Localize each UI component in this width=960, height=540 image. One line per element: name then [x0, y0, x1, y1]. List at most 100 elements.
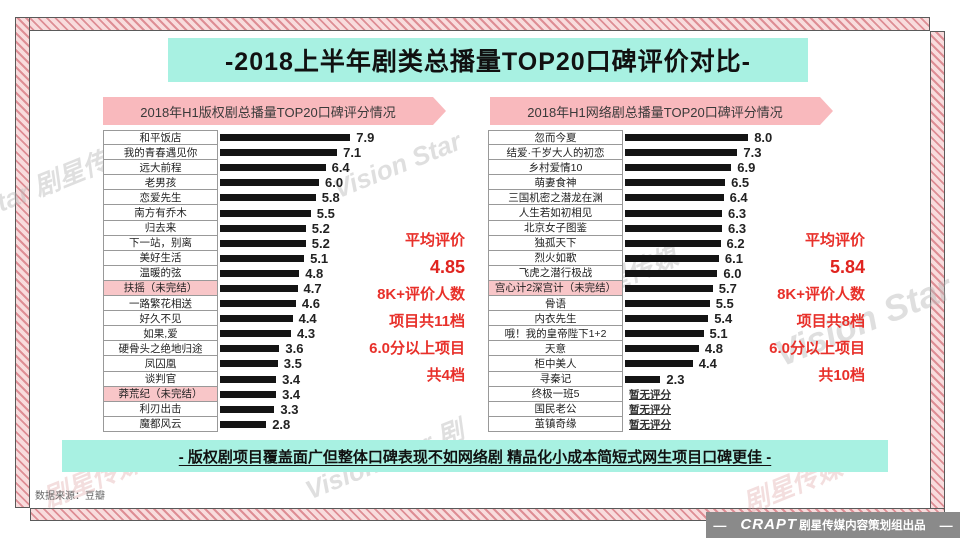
right-chart-banner: 2018年H1网络剧总播量TOP20口碑评分情况	[490, 97, 833, 125]
drama-title-cell: 归去来	[103, 220, 218, 236]
drama-title-cell: 独孤天下	[488, 235, 623, 251]
bar-area: 3.6	[220, 341, 303, 356]
bar-area: 5.8	[220, 190, 340, 205]
annotation-line: 6.0分以上项目	[369, 340, 465, 357]
drama-title-cell: 结爱·千岁大人的初恋	[488, 145, 623, 161]
annotation-stat-value: 5.84	[829, 257, 865, 277]
drama-title-cell: 乡村爱情10	[488, 160, 623, 176]
bar-area: 6.3	[625, 205, 746, 221]
bar-area: 暂无评分	[625, 417, 671, 432]
score-value: 4.7	[303, 280, 322, 296]
score-value: 7.9	[356, 130, 375, 146]
frame-right-border	[930, 31, 945, 510]
drama-title-cell: 飞虎之潜行极战	[488, 265, 623, 281]
conclusion-banner: - 版权剧项目覆盖面广但整体口碑表现不如网络剧 精品化小成本简短式网生项目口碑更…	[62, 440, 888, 472]
score-bar	[220, 315, 293, 323]
bar-area: 5.5	[220, 205, 335, 221]
bar-area: 4.6	[220, 296, 320, 311]
footer-brand-group: CRAPT 剧星传媒内容策划组出品	[740, 516, 925, 534]
drama-title-cell: 扶摇（未完结）	[103, 280, 218, 297]
score-value: 5.7	[718, 280, 737, 296]
score-value: 8.0	[754, 130, 773, 146]
score-bar	[625, 330, 704, 338]
annotation-stat-value: 4.85	[429, 257, 465, 277]
drama-title-cell: 国民老公	[488, 401, 623, 417]
score-value: 6.5	[731, 175, 750, 191]
bar-area: 2.3	[625, 372, 684, 387]
drama-title-cell: 下一站，别离	[103, 235, 218, 251]
score-bar	[220, 300, 296, 308]
right-chart-banner-label: 2018年H1网络剧总播量TOP20口碑评分情况	[527, 104, 783, 120]
drama-title-cell: 北京女子图鉴	[488, 220, 623, 236]
score-bar	[220, 330, 291, 338]
no-score-label: 暂无评分	[629, 388, 671, 401]
score-bar	[220, 390, 277, 398]
table-row: 北京女子图鉴 6.3	[488, 220, 772, 236]
bar-area: 2.8	[220, 417, 290, 432]
page-title: -2018上半年剧类总播量TOP20口碑评价对比-	[168, 38, 808, 82]
score-value: 5.2	[311, 220, 330, 236]
bar-area: 7.3	[625, 145, 761, 160]
score-bar	[625, 134, 749, 142]
drama-title-cell: 利刃出击	[103, 401, 218, 417]
chart-left-rows: 和平饭店 7.9 我的青春遇见你 7.1 远大前程 6.4 老男孩 6.0 恋爱先生 5.8 南方有…	[103, 130, 374, 432]
table-row: 老男孩 6.0	[103, 175, 374, 191]
table-row: 一路繁花相送 4.6	[103, 296, 374, 312]
drama-title-cell: 内衣先生	[488, 311, 623, 327]
drama-title-cell: 魔都风云	[103, 416, 218, 432]
score-bar	[220, 254, 305, 262]
frame-left-border	[15, 17, 30, 508]
table-row: 三国机密之潜龙在渊 6.4	[488, 190, 772, 206]
score-bar	[625, 254, 719, 262]
score-bar	[220, 209, 311, 217]
score-bar	[625, 345, 699, 353]
score-value: 4.8	[704, 341, 723, 357]
score-bar	[625, 375, 661, 383]
chart-right-rows: 忽而今夏 8.0 结爱·千岁大人的初恋 7.3 乡村爱情10 6.9 萌妻食神 6.5 三国机密…	[488, 130, 772, 432]
table-row: 骨语 5.5	[488, 296, 772, 312]
score-bar	[220, 239, 306, 247]
score-bar	[220, 194, 316, 202]
score-value: 4.4	[698, 356, 717, 372]
bar-area: 6.5	[625, 175, 749, 190]
table-row: 好久不见 4.4	[103, 311, 374, 327]
score-bar	[220, 420, 267, 428]
left-chart-banner-label: 2018年H1版权剧总播量TOP20口碑评分情况	[140, 104, 396, 120]
score-value: 3.4	[282, 386, 301, 402]
bar-area: 3.4	[220, 372, 300, 387]
drama-title-cell: 忽而今夏	[488, 130, 623, 146]
score-bar	[220, 149, 338, 157]
drama-title-cell: 哦！我的皇帝陛下1+2	[488, 326, 623, 342]
drama-title-cell: 骨语	[488, 296, 623, 312]
annotation-line: 共10档	[818, 367, 865, 384]
score-bar	[625, 149, 738, 157]
table-row: 独孤天下 6.2	[488, 235, 772, 251]
table-row: 硬骨头之绝地归途 3.6	[103, 341, 374, 357]
score-bar	[220, 360, 278, 368]
table-row: 利刃出击 3.3	[103, 401, 374, 417]
score-value: 5.1	[310, 250, 329, 266]
data-source-note: 数据来源：豆瓣	[35, 491, 105, 502]
annotation-line: 项目共8档	[796, 313, 865, 330]
score-value: 3.6	[285, 341, 304, 357]
table-row: 莽荒纪（未完结） 3.4	[103, 386, 374, 402]
score-value: 4.3	[297, 326, 316, 342]
bar-area: 4.7	[220, 281, 322, 296]
score-bar	[625, 224, 722, 232]
footer-brand-text: 剧星传媒内容策划组出品	[799, 520, 926, 532]
drama-title-cell: 恋爱先生	[103, 190, 218, 206]
score-bar	[220, 284, 298, 292]
annotation-line: 平均评价	[804, 232, 865, 249]
score-value: 6.3	[728, 220, 747, 236]
score-bar	[220, 134, 351, 142]
bar-area: 5.7	[625, 281, 737, 296]
score-value: 2.8	[272, 416, 291, 432]
score-bar	[625, 315, 709, 323]
drama-title-cell: 老男孩	[103, 175, 218, 191]
bar-area: 7.9	[220, 130, 374, 145]
score-bar	[625, 179, 726, 187]
score-value: 3.4	[282, 371, 301, 387]
score-bar	[625, 194, 724, 202]
table-row: 飞虎之潜行极战 6.0	[488, 265, 772, 281]
